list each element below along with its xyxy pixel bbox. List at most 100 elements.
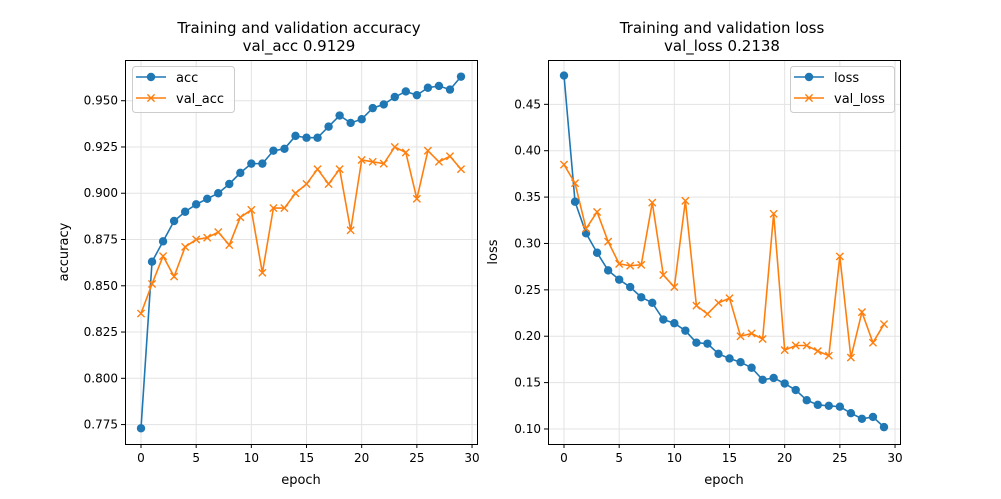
accuracy-point-acc <box>445 85 455 94</box>
accuracy-point-val-acc <box>302 179 311 189</box>
accuracy-plot-frame <box>125 60 478 445</box>
loss-point-val-loss <box>648 198 657 207</box>
loss-x-tick-label: 20 <box>777 451 792 465</box>
accuracy-legend-label-val-acc: val_acc <box>176 92 224 107</box>
accuracy-point-val-acc <box>335 165 344 174</box>
accuracy-grid <box>125 60 477 444</box>
loss-point-loss <box>879 422 889 432</box>
accuracy-series-markers <box>136 72 466 433</box>
accuracy-point-acc <box>335 111 344 120</box>
accuracy-point-val-acc <box>434 157 444 166</box>
loss-y-tick-label: 0.35 <box>514 190 541 204</box>
accuracy-x-tick-label: 20 <box>354 451 369 465</box>
accuracy-point-val-acc <box>357 155 366 165</box>
accuracy-ticks: 0 5 10 15 20 25 30 0.775 0.800 0.825 0.850 0.875 0.9… <box>84 94 480 465</box>
loss-x-tick-label: 25 <box>832 451 847 465</box>
accuracy-point-acc <box>379 100 388 109</box>
loss-point-loss <box>835 402 845 411</box>
loss-point-val-loss <box>570 179 580 188</box>
accuracy-y-tick-label: 0.900 <box>84 186 118 200</box>
loss-point-loss <box>824 401 834 410</box>
accuracy-point-val-acc <box>324 179 333 189</box>
accuracy-point-val-acc <box>456 165 466 174</box>
accuracy-point-acc <box>456 72 466 81</box>
accuracy-point-acc <box>302 133 311 142</box>
accuracy-x-tick-label: 5 <box>192 451 200 465</box>
accuracy-point-acc <box>313 133 322 142</box>
loss-point-loss <box>637 293 646 302</box>
loss-x-tick-label: 0 <box>560 451 568 465</box>
loss-point-loss <box>703 339 712 348</box>
loss-point-loss <box>592 248 602 257</box>
loss-y-tick-label: 0.45 <box>514 97 541 111</box>
loss-point-val-loss <box>637 260 646 269</box>
accuracy-x-tick-label: 30 <box>464 451 479 465</box>
loss-point-loss <box>813 400 822 410</box>
loss-legend-marker-val-loss <box>804 93 814 103</box>
loss-x-tick-label: 15 <box>722 451 737 465</box>
loss-x-tick-label: 10 <box>667 451 682 465</box>
loss-point-loss <box>780 379 789 388</box>
accuracy-point-val-acc <box>170 272 179 281</box>
loss-point-val-loss <box>758 334 767 344</box>
loss-y-tick-label: 0.10 <box>514 422 541 436</box>
loss-point-val-loss <box>802 341 811 350</box>
accuracy-point-acc <box>401 87 411 96</box>
accuracy-chart-title: Training and validation accuracy <box>176 19 420 37</box>
accuracy-point-acc <box>269 146 278 155</box>
loss-y-tick-label: 0.15 <box>514 376 541 390</box>
loss-legend-label-val-loss: val_loss <box>834 92 885 107</box>
loss-point-val-loss <box>681 196 690 205</box>
accuracy-point-acc <box>225 179 234 189</box>
accuracy-chart-subtitle: val_acc 0.9129 <box>243 37 356 56</box>
accuracy-point-val-acc <box>379 159 388 168</box>
accuracy-x-tick-label: 25 <box>409 451 424 465</box>
accuracy-point-val-acc <box>445 152 455 161</box>
loss-point-val-loss <box>670 282 679 292</box>
accuracy-legend-marker-val-acc <box>146 93 156 103</box>
accuracy-chart: Training and validation accuracy val_acc… <box>57 19 480 488</box>
accuracy-point-acc <box>203 194 212 203</box>
loss-point-val-loss <box>835 252 844 261</box>
loss-x-axis-label: epoch <box>704 473 744 488</box>
accuracy-point-acc <box>280 144 289 154</box>
loss-point-val-loss <box>692 301 701 310</box>
loss-point-val-loss <box>659 270 668 280</box>
loss-point-loss <box>725 354 734 363</box>
accuracy-point-acc <box>158 237 168 246</box>
loss-point-loss <box>736 357 745 367</box>
loss-point-val-loss <box>868 338 878 347</box>
loss-point-val-loss <box>581 224 591 233</box>
accuracy-point-acc <box>412 90 422 100</box>
loss-point-loss <box>681 326 690 335</box>
accuracy-point-val-acc <box>247 205 256 214</box>
loss-point-val-loss <box>725 294 734 303</box>
loss-point-loss <box>659 315 668 324</box>
loss-plot-frame <box>548 60 901 445</box>
loss-point-loss <box>758 375 767 385</box>
loss-point-loss <box>614 275 624 284</box>
accuracy-point-val-acc <box>346 226 355 235</box>
loss-point-loss <box>670 319 679 328</box>
accuracy-point-val-acc <box>258 268 267 277</box>
loss-point-loss <box>603 266 613 275</box>
accuracy-point-acc <box>247 159 256 168</box>
loss-point-val-loss <box>791 341 800 350</box>
accuracy-point-val-acc <box>214 228 223 237</box>
accuracy-point-acc <box>324 122 333 131</box>
accuracy-y-tick-label: 0.850 <box>84 279 118 293</box>
accuracy-point-acc <box>147 257 157 266</box>
loss-point-loss <box>581 229 591 238</box>
loss-point-val-loss <box>769 209 778 218</box>
loss-point-val-loss <box>736 332 745 341</box>
loss-point-val-loss <box>703 309 712 319</box>
accuracy-point-val-acc <box>236 213 245 222</box>
loss-point-loss <box>747 363 756 372</box>
accuracy-x-tick-label: 10 <box>244 451 259 465</box>
accuracy-point-acc <box>169 216 179 226</box>
loss-point-val-loss <box>824 351 833 360</box>
loss-legend: loss val_loss <box>790 66 895 113</box>
accuracy-x-axis-label: epoch <box>281 473 321 488</box>
accuracy-point-val-acc <box>280 203 289 213</box>
